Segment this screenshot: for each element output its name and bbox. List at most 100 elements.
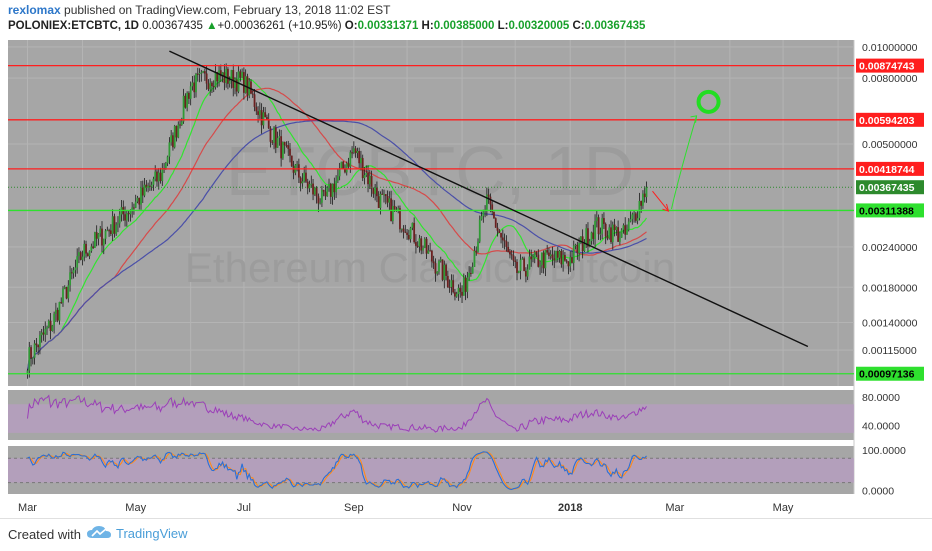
candle: [526, 264, 529, 281]
candle: [581, 229, 584, 259]
candle: [365, 165, 368, 178]
candle: [124, 206, 126, 227]
candle: [571, 250, 573, 264]
candle: [70, 268, 73, 280]
candle: [524, 267, 527, 283]
candle-body: [161, 168, 164, 182]
candle-body: [603, 218, 605, 224]
candle-body: [56, 309, 59, 321]
candle-body: [588, 241, 591, 247]
candle: [127, 210, 130, 222]
candle-body: [565, 260, 568, 262]
candle-body: [227, 68, 229, 84]
candle: [195, 72, 197, 98]
candle-body: [218, 70, 220, 82]
candle: [282, 141, 284, 160]
price-tick-label: 0.00240000: [862, 242, 918, 254]
candle-body: [423, 238, 426, 249]
candle-body: [399, 208, 401, 230]
candle: [97, 233, 100, 246]
candle-body: [164, 163, 167, 169]
candle: [576, 241, 579, 260]
candle-body: [381, 193, 384, 195]
candle: [402, 225, 405, 239]
candle-body: [645, 187, 648, 198]
candle: [425, 236, 428, 259]
candle: [335, 175, 338, 199]
candle: [333, 177, 336, 200]
candle: [601, 213, 604, 240]
candle-body: [542, 252, 545, 269]
candle: [409, 226, 412, 243]
candle-body: [627, 221, 630, 230]
candle: [156, 169, 158, 187]
candle-body: [321, 189, 323, 203]
candle: [180, 117, 183, 126]
stoch-tick-label: 100.0000: [862, 445, 906, 457]
author-link[interactable]: rexlomax: [8, 3, 61, 17]
candle-body: [150, 184, 153, 187]
candle: [611, 221, 614, 250]
candle-body: [441, 259, 444, 280]
candle-body: [312, 183, 314, 195]
candle-body: [184, 95, 187, 108]
candle-body: [133, 207, 135, 209]
candle-body: [101, 228, 103, 246]
candle-body: [462, 277, 465, 296]
candle: [643, 186, 646, 203]
candle: [558, 249, 561, 263]
candle-body: [615, 227, 618, 230]
candle: [351, 146, 353, 159]
candle-body: [352, 148, 355, 153]
candle-body: [44, 328, 47, 335]
candle-body: [386, 195, 389, 203]
candle-body: [539, 265, 541, 267]
candle-body: [175, 125, 178, 138]
candle-body: [585, 228, 588, 245]
candle: [310, 175, 313, 188]
candle: [207, 79, 210, 92]
candle-body: [579, 236, 582, 244]
candle: [182, 88, 185, 124]
candle-body: [611, 224, 614, 243]
candle-body: [177, 124, 180, 138]
candle-body: [629, 219, 632, 222]
candle: [237, 66, 240, 94]
candle-body: [562, 254, 565, 265]
candle: [416, 241, 419, 248]
created-with-text: Created with: [8, 527, 81, 542]
time-tick-label: May: [773, 502, 794, 514]
candle: [505, 235, 508, 252]
candle-body: [253, 94, 256, 107]
candle-body: [618, 237, 621, 242]
candle-body: [136, 197, 139, 202]
time-tick-label: Mar: [18, 502, 37, 514]
tradingview-logo[interactable]: TradingView: [86, 525, 188, 541]
candle: [219, 64, 222, 83]
candle: [193, 75, 196, 99]
candle-body: [354, 148, 357, 154]
candle: [418, 234, 421, 253]
candle: [539, 260, 541, 275]
candle: [384, 194, 387, 205]
candle-body: [459, 287, 462, 292]
candle-body: [345, 163, 348, 173]
candle-body: [271, 141, 274, 143]
candle: [250, 79, 252, 95]
candle-body: [517, 270, 520, 273]
candle: [376, 181, 378, 203]
candle-body: [258, 110, 261, 115]
candle: [553, 250, 556, 268]
candle: [221, 71, 224, 83]
candle: [574, 243, 577, 250]
candle: [262, 106, 265, 129]
candle-body: [90, 246, 93, 252]
candle: [413, 217, 416, 244]
candle: [280, 129, 283, 167]
candle-body: [524, 270, 527, 277]
candle: [430, 249, 433, 268]
candle: [471, 262, 474, 274]
candle: [436, 271, 439, 276]
candle-body: [74, 267, 77, 271]
